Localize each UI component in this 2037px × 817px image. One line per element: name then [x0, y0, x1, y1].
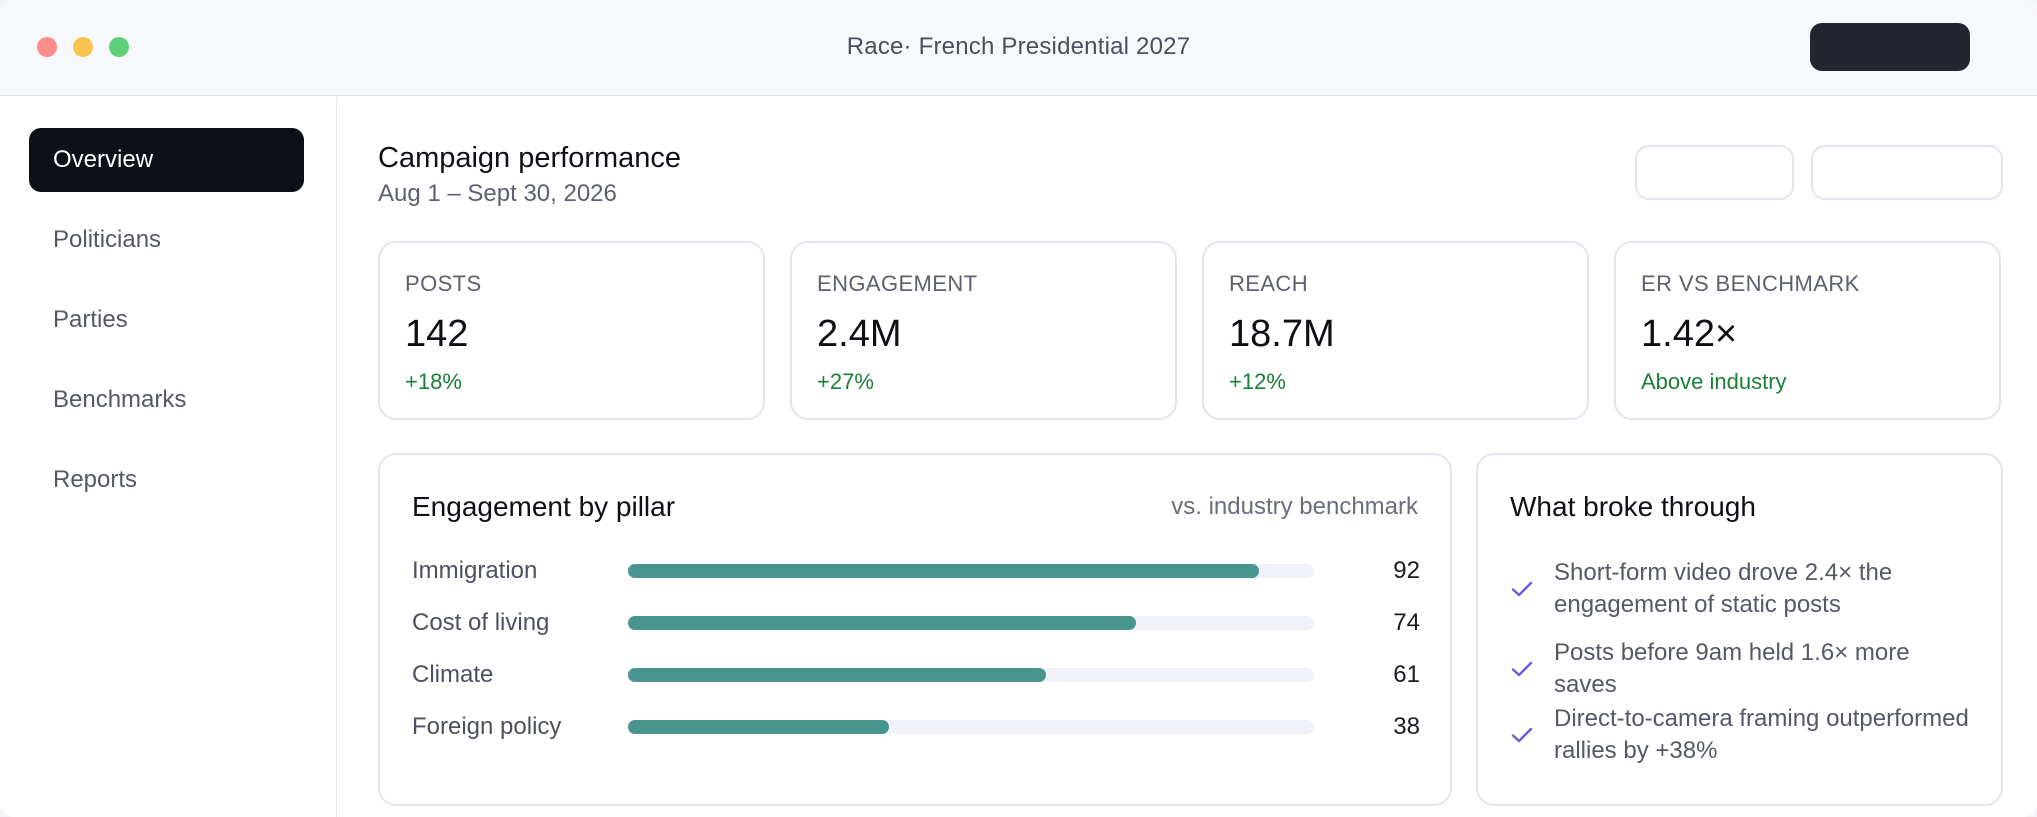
sidebar-item-reports[interactable]: Reports — [29, 448, 304, 512]
sidebar-item-parties[interactable]: Parties — [29, 288, 304, 352]
stat-delta: Above industry — [1641, 369, 1787, 394]
title-bar: Race· French Presidential 2027 — [0, 0, 2037, 96]
stat-delta: +27% — [817, 369, 874, 394]
insight-text: Posts before 9am held 1.6× more saves — [1554, 639, 1910, 698]
sidebar-item-label: Parties — [53, 306, 128, 333]
stat-label: REACH — [1229, 271, 1309, 296]
stat-label: POSTS — [405, 271, 482, 296]
stat-label: ER VS BENCHMARK — [1641, 271, 1860, 296]
pillar-row: Cost of living 74 — [412, 605, 1420, 641]
stat-delta: +12% — [1229, 369, 1286, 394]
main-content: Campaign performance Aug 1 – Sept 30, 20… — [338, 97, 2037, 817]
stat-value: 18.7M — [1229, 313, 1335, 355]
stat-value: 2.4M — [817, 313, 902, 355]
panel-title: What broke through — [1510, 491, 1756, 522]
pillar-bar-fill — [628, 668, 1047, 682]
close-window-button[interactable] — [37, 37, 57, 57]
sidebar-item-benchmarks[interactable]: Benchmarks — [29, 368, 304, 432]
stat-card-posts: POSTS 142 +18% — [378, 241, 765, 420]
stat-value: 142 — [405, 313, 469, 355]
header-action-button[interactable] — [1810, 23, 1970, 71]
pillar-bar-track — [628, 720, 1314, 734]
pillar-bar-track — [628, 564, 1314, 578]
minimize-window-button[interactable] — [73, 37, 93, 57]
pillar-row: Foreign policy 38 — [412, 709, 1420, 745]
sidebar-item-label: Overview — [53, 146, 154, 173]
sidebar-item-label: Reports — [53, 466, 138, 493]
toolbar-button-1[interactable] — [1635, 145, 1794, 200]
pillar-value: 92 — [1393, 557, 1420, 584]
sidebar-item-politicians[interactable]: Politicians — [29, 208, 304, 272]
pillar-value: 74 — [1393, 609, 1420, 636]
pillar-bar-fill — [628, 564, 1260, 578]
insight-text: Short-form video drove 2.4× the engageme… — [1554, 559, 1893, 618]
stat-value: 1.42× — [1641, 313, 1738, 355]
stat-delta: +18% — [405, 369, 462, 394]
pillar-row: Immigration 92 — [412, 553, 1420, 589]
sidebar-item-overview[interactable]: Overview — [29, 128, 304, 192]
stat-card-engagement: ENGAGEMENT 2.4M +27% — [790, 241, 1177, 420]
check-icon — [1511, 661, 1533, 677]
stat-label: ENGAGEMENT — [817, 271, 978, 296]
date-range: Aug 1 – Sept 30, 2026 — [378, 180, 617, 207]
sidebar: Overview Politicians Parties Benchmarks … — [0, 97, 337, 817]
pillar-label: Foreign policy — [412, 713, 562, 740]
pillar-value: 38 — [1393, 713, 1420, 740]
stat-card-er-benchmark: ER VS BENCHMARK 1.42× Above industry — [1614, 241, 2001, 420]
sidebar-item-label: Politicians — [53, 226, 162, 253]
what-broke-through-panel: What broke through Short-form video drov… — [1476, 453, 2003, 806]
check-icon — [1511, 727, 1533, 743]
pillar-label: Immigration — [412, 557, 538, 584]
pillar-bar-fill — [628, 720, 889, 734]
benchmark-note: vs. industry benchmark — [1171, 493, 1418, 520]
stat-card-reach: REACH 18.7M +12% — [1202, 241, 1589, 420]
panel-title: Engagement by pillar — [412, 491, 676, 522]
page-title: Campaign performance — [378, 142, 682, 174]
window-title: Race· French Presidential 2027 — [846, 33, 1191, 60]
pillar-label: Climate — [412, 661, 494, 688]
engagement-by-pillar-panel: Engagement by pillar vs. industry benchm… — [378, 453, 1452, 806]
pillar-bar-track — [628, 616, 1314, 630]
pillar-row: Climate 61 — [412, 657, 1420, 693]
maximize-window-button[interactable] — [109, 37, 129, 57]
toolbar-button-2[interactable] — [1811, 145, 2003, 200]
pillar-bar-track — [628, 668, 1314, 682]
pillar-label: Cost of living — [412, 609, 550, 636]
pillar-value: 61 — [1393, 661, 1420, 688]
check-icon — [1511, 581, 1533, 597]
pillar-bar-fill — [628, 616, 1136, 630]
insight-text: Direct-to-camera framing outperformed ra… — [1554, 705, 1969, 764]
sidebar-item-label: Benchmarks — [53, 386, 187, 413]
